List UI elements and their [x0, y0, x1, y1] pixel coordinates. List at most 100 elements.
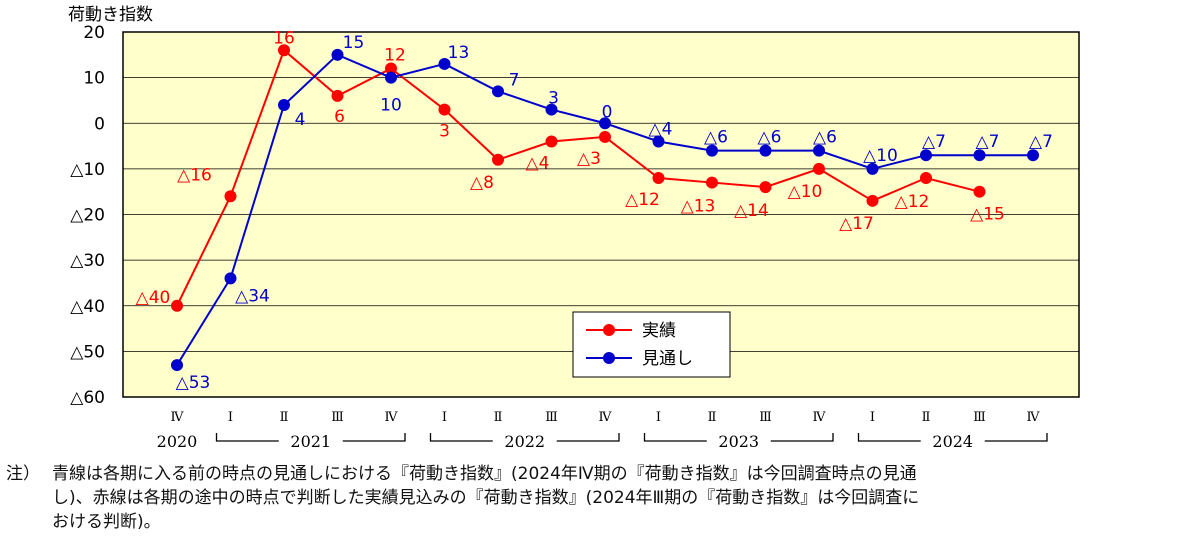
gridlines [123, 77, 1079, 352]
data-point [171, 299, 183, 312]
x-tick-label: Ⅰ [442, 410, 447, 425]
data-point [1027, 149, 1039, 162]
y-tick-label: △40 [70, 297, 105, 317]
data-label: △3 [577, 149, 601, 169]
y-tick-label: △60 [70, 388, 105, 408]
data-point [438, 57, 451, 70]
x-tick-label: Ⅰ [228, 410, 233, 425]
data-point [920, 172, 932, 184]
x-tick-label: Ⅳ [171, 410, 185, 425]
data-point [866, 162, 879, 175]
x-tick-label: Ⅲ [973, 410, 986, 425]
data-label: △34 [235, 286, 270, 306]
data-label: △7 [976, 132, 1000, 152]
x-tick-label: Ⅱ [494, 410, 503, 425]
data-label: 15 [343, 33, 365, 53]
x-tick-label: Ⅰ [656, 410, 661, 425]
year-bracket-left [429, 433, 493, 442]
x-tick-label: Ⅲ [545, 410, 558, 425]
year-bracket-right [556, 433, 620, 442]
y-tick-label: △20 [70, 206, 105, 226]
data-label: 7 [509, 70, 520, 90]
footnote: 注） 青線は各期に入る前の時点の見通しにおける『荷動き指数』(2024年Ⅳ期の『… [6, 462, 1196, 534]
x-tick-label: Ⅲ [331, 410, 344, 425]
x-tick-label: Ⅳ [599, 410, 613, 425]
year-brackets: 2020 2021 2022 2023 2024 [157, 432, 1048, 451]
data-label: 13 [448, 43, 470, 63]
legend-label-actual: 実績 [642, 321, 676, 341]
data-label: 4 [295, 110, 306, 130]
data-point [652, 172, 665, 184]
data-label: 10 [380, 96, 402, 116]
data-point [920, 149, 932, 162]
data-label: △7 [1029, 132, 1053, 152]
data-label: △6 [704, 128, 728, 148]
data-point [224, 272, 237, 285]
year-bracket-right [342, 433, 406, 442]
y-axis-title: 荷動き指数 [68, 5, 153, 25]
x-tick-label: Ⅱ [708, 410, 717, 425]
data-label: 6 [334, 107, 345, 127]
y-tick-label: 0 [94, 114, 105, 134]
data-label: △4 [649, 120, 673, 140]
data-point [385, 62, 397, 75]
data-point [706, 144, 718, 157]
data-label: △4 [526, 154, 550, 174]
x-tick-label: Ⅱ [922, 410, 931, 425]
x-tick-label: Ⅳ [385, 410, 399, 425]
data-point [331, 89, 344, 102]
y-tick-label: △30 [70, 251, 105, 271]
data-label: △40 [136, 288, 171, 308]
data-point [492, 153, 504, 166]
data-point [706, 176, 718, 189]
data-point [385, 71, 397, 84]
data-label: 3 [439, 122, 450, 142]
footnote-line-2: し)、赤線は各期の途中の時点で判断した実績見込みの『荷動き指数』(2024年Ⅲ期… [52, 488, 920, 508]
y-tick-label: 10 [83, 69, 105, 89]
legend-marker-forecast [603, 352, 615, 364]
data-label: 3 [548, 89, 559, 109]
year-label: 2022 [504, 432, 545, 451]
data-point [278, 44, 290, 57]
year-bracket-right [770, 433, 834, 442]
data-point [652, 135, 665, 148]
year-bracket-right [984, 433, 1048, 442]
year-bracket-left [857, 433, 921, 442]
data-label: △17 [839, 214, 874, 234]
data-label: △13 [681, 197, 716, 217]
data-label: 16 [273, 28, 295, 48]
data-point [331, 48, 344, 61]
data-label: 0 [602, 102, 613, 122]
legend-label-forecast: 見通し [642, 349, 693, 369]
x-tick-label: Ⅳ [813, 410, 827, 425]
footnote-mark: 注） [6, 464, 40, 484]
data-label: △10 [863, 146, 898, 166]
data-point [759, 144, 772, 157]
footnote-line-3: おける判断)。 [52, 512, 161, 532]
data-label: △7 [922, 132, 946, 152]
data-label: △8 [470, 173, 494, 193]
data-point [973, 185, 986, 198]
year-label: 2021 [290, 432, 331, 451]
data-point [545, 135, 558, 148]
x-axis-tick-labels: Ⅳ Ⅰ Ⅱ Ⅲ Ⅳ Ⅰ Ⅱ Ⅲ Ⅳ Ⅰ Ⅱ Ⅲ Ⅳ Ⅰ Ⅱ Ⅲ Ⅳ [171, 410, 1041, 425]
data-label: △6 [813, 128, 837, 148]
data-label: △12 [625, 190, 660, 210]
y-tick-label: 20 [83, 23, 105, 43]
year-label: 2020 [157, 432, 198, 451]
data-point [866, 194, 879, 207]
data-label: △15 [970, 205, 1005, 225]
x-tick-label: Ⅰ [870, 410, 875, 425]
data-label: △10 [788, 182, 823, 202]
year-bracket-left [215, 433, 279, 442]
data-label: 12 [384, 46, 406, 66]
data-point [224, 190, 237, 203]
data-label: △14 [734, 201, 769, 221]
data-point [813, 144, 825, 157]
legend-marker-actual [603, 324, 615, 336]
x-tick-label: Ⅱ [280, 410, 289, 425]
y-tick-label: △10 [70, 160, 105, 180]
series-line [176, 48, 980, 307]
